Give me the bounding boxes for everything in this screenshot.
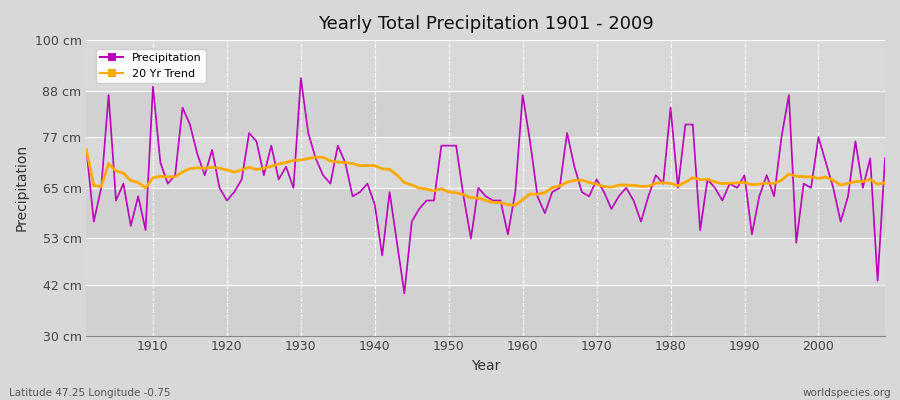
Title: Yearly Total Precipitation 1901 - 2009: Yearly Total Precipitation 1901 - 2009 (318, 15, 653, 33)
Bar (86, 238, 885, 285)
Legend: Precipitation, 20 Yr Trend: Precipitation, 20 Yr Trend (96, 49, 206, 83)
X-axis label: Year: Year (471, 359, 500, 373)
Bar (86, 91, 885, 137)
Bar (86, 285, 885, 336)
Bar (86, 137, 885, 188)
Text: worldspecies.org: worldspecies.org (803, 388, 891, 398)
Text: Latitude 47.25 Longitude -0.75: Latitude 47.25 Longitude -0.75 (9, 388, 170, 398)
Y-axis label: Precipitation: Precipitation (15, 144, 29, 232)
Bar (86, 40, 885, 91)
Bar (86, 188, 885, 238)
